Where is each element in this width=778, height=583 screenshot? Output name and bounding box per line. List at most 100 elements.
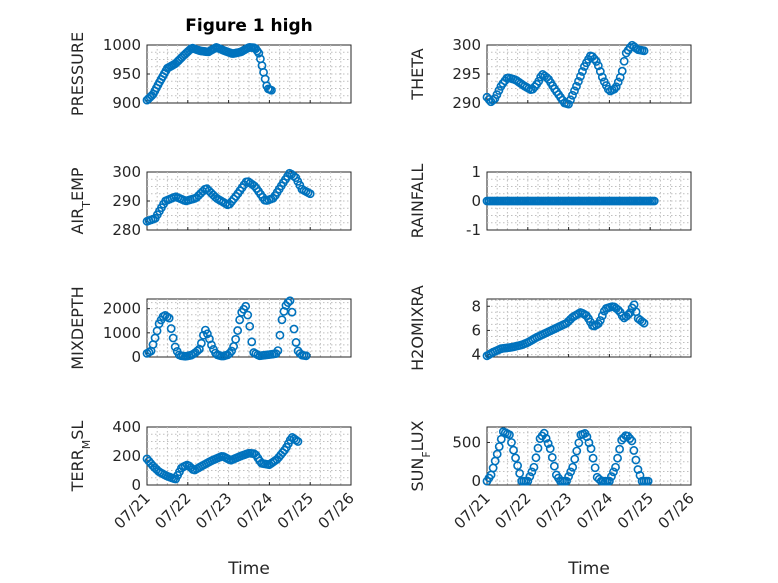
y-tick-label: -1 [466,221,481,239]
data-point [235,315,245,325]
data-point [533,443,543,453]
data-point [637,317,647,326]
data-point [629,446,639,455]
data-point [605,476,614,486]
data-point [227,346,236,356]
data-point [613,305,623,315]
data-point [595,67,605,76]
data-point [529,462,539,472]
data-point [568,462,578,472]
x-tick-label: 07/24 [233,489,276,532]
data-point [586,444,596,454]
y-tick-label: 500 [452,433,481,451]
data-point [639,46,649,56]
y-tick-label: 900 [112,94,141,112]
y-axis-label: H2OMIXRA [408,285,427,371]
y-tick-label: 1 [471,163,481,181]
y-axis-label: TERRMSL [68,421,93,493]
x-tick-label: 07/21 [111,489,154,532]
y-tick-label: 0 [131,476,141,494]
x-axis-label: Time [227,559,270,579]
data-point [572,446,582,456]
data-point [273,346,283,356]
y-tick-label: 290 [452,94,481,112]
data-point [562,476,571,486]
y-tick-label: 1000 [103,324,141,342]
y-axis-label: MIXDEPTH [68,286,87,369]
data-point [631,455,641,465]
data-point [609,84,619,94]
data-point [245,321,255,331]
y-tick-label: 200 [112,447,141,465]
series-markers [142,42,276,105]
data-point [617,311,627,321]
x-tick-label: 07/23 [192,489,235,532]
data-point [625,308,635,318]
y-tick-label: 400 [112,418,141,436]
series-markers [142,296,311,361]
data-point [541,433,551,443]
data-point [625,42,635,52]
data-point [494,86,504,95]
data-point [589,54,599,64]
data-point [549,461,559,471]
data-point [291,338,301,347]
data-point [283,298,293,307]
data-point [488,95,498,105]
data-point [507,438,516,447]
y-tick-label: 2000 [103,300,141,318]
y-tick-label: 300 [112,163,141,181]
data-point [564,99,573,109]
data-point [192,346,202,356]
x-tick-label: 07/22 [491,489,534,532]
data-point [593,61,603,71]
y-axis-label: AIRTEMP [68,167,93,234]
data-point [527,467,537,477]
data-point [574,76,583,86]
data-point [574,438,584,448]
data-point [619,56,629,66]
y-tick-label: 280 [112,221,141,239]
x-axis-label: Time [567,559,610,579]
data-point [241,301,251,311]
data-point [649,196,659,206]
panel-pressure: 900 950 1000 PRESSURE Figure 1 high [68,16,352,116]
data-point [597,311,607,321]
data-point [523,476,533,486]
data-point [570,86,579,96]
data-point [164,313,174,323]
data-point [627,436,637,446]
series-markers [142,433,303,484]
series-markers [482,300,649,361]
data-point [603,84,613,94]
data-point [233,326,243,335]
data-point [293,437,303,446]
y-axis-label: SUNFLUX [408,420,433,491]
data-point [168,333,178,343]
data-point [243,310,253,320]
y-tick-label: 0 [471,472,481,490]
data-point [643,476,653,486]
y-tick-label: 290 [112,192,141,210]
data-point [250,181,259,191]
data-point [609,467,618,477]
data-point [531,453,541,463]
data-point [525,472,535,481]
y-tick-label: 8 [471,297,481,315]
data-point [570,454,580,464]
y-axis-label: THETA [408,48,427,100]
data-point [613,453,622,463]
data-point [619,433,629,443]
data-point [566,467,576,477]
x-tick-label: 07/25 [614,489,657,532]
series-markers [482,40,649,109]
data-point [289,324,299,334]
data-point [509,445,518,455]
data-point [196,338,206,348]
y-tick-label: 1000 [103,36,141,54]
data-point [254,48,264,58]
x-tick-label: 07/23 [532,489,575,532]
